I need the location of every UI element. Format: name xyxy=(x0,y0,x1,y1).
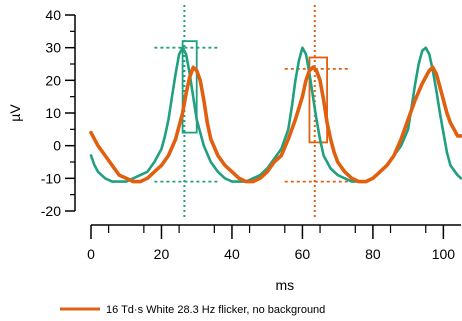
x-tick-label: 0 xyxy=(87,246,95,262)
y-axis-title: µV xyxy=(7,104,23,122)
series-line-0 xyxy=(89,65,462,184)
y-tick-label: 40 xyxy=(45,7,61,23)
y-tick-label: 30 xyxy=(45,40,61,56)
y-tick-label: 0 xyxy=(53,138,61,154)
x-tick-label: 40 xyxy=(224,246,240,262)
x-tick-label: 20 xyxy=(154,246,170,262)
axes: -20 -10 0 10 20 30 40 0 20 40 60 80 100 xyxy=(41,7,461,262)
marker-box-0 xyxy=(181,40,198,134)
x-tick-label: 60 xyxy=(295,246,311,262)
y-tick-label: -10 xyxy=(41,170,61,186)
x-tick-label: 100 xyxy=(432,246,456,262)
plot-area xyxy=(89,5,462,218)
x-axis-title: ms xyxy=(275,277,294,293)
marker-box-1 xyxy=(308,56,328,144)
y-tick-label: -20 xyxy=(41,203,61,219)
series-line-1 xyxy=(89,46,462,183)
legend: 16 Td·s White 28.3 Hz flicker, no backgr… xyxy=(60,304,325,316)
x-tick-label: 80 xyxy=(365,246,381,262)
y-tick-label: 10 xyxy=(45,105,61,121)
legend-label: 16 Td·s White 28.3 Hz flicker, no backgr… xyxy=(106,304,325,316)
y-tick-label: 20 xyxy=(45,72,61,88)
